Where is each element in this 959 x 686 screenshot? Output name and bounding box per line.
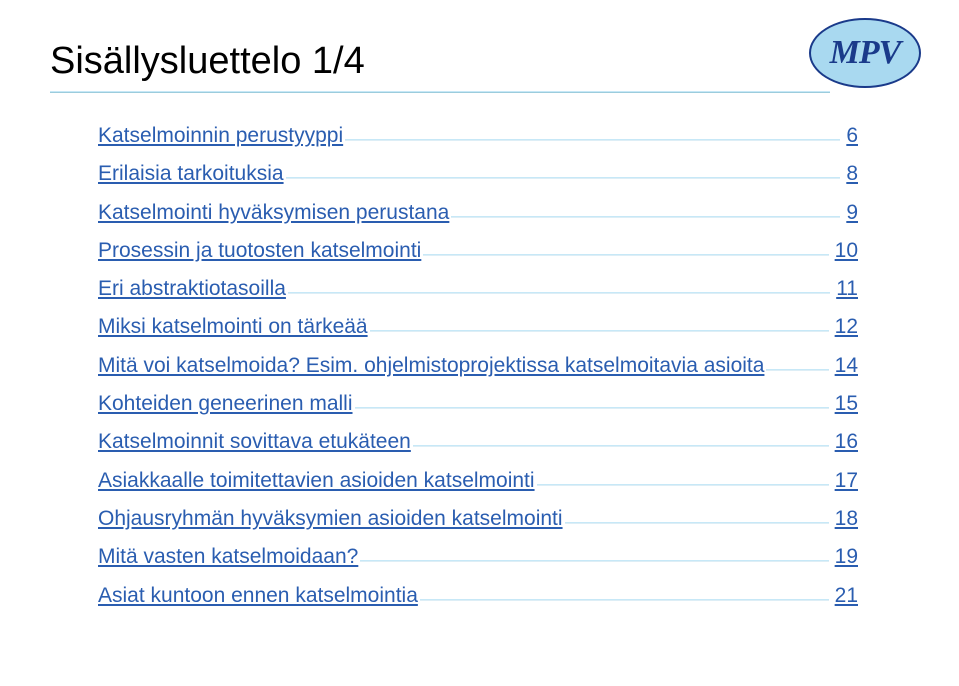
toc-row: Prosessin ja tuotosten katselmointi 10 [98,237,858,264]
toc-row: Mitä vasten katselmoidaan? 19 [98,543,858,570]
toc-leader [537,484,829,485]
toc-link[interactable]: Miksi katselmointi on tärkeää [98,313,368,340]
toc-leader [423,254,828,255]
toc-link[interactable]: Asiat kuntoon ennen katselmointia [98,582,418,609]
toc-row: Miksi katselmointi on tärkeää 12 [98,313,858,340]
toc-row: Katselmoinnit sovittava etukäteen 16 [98,428,858,455]
logo-text: MPV [809,18,921,88]
toc-link[interactable]: Katselmointi hyväksymisen perustana [98,199,449,226]
toc-row: Eri abstraktiotasoilla 11 [98,275,858,302]
toc-page-link[interactable]: 8 [842,160,858,187]
toc-leader [288,292,830,293]
toc-leader [345,139,840,140]
toc-page-link[interactable]: 15 [831,390,858,417]
toc-page-link[interactable]: 12 [831,313,858,340]
toc-link[interactable]: Mitä vasten katselmoidaan? [98,543,358,570]
toc-page-link[interactable]: 11 [832,275,858,302]
toc-page-link[interactable]: 9 [842,199,858,226]
toc-row: Mitä voi katselmoida? Esim. ohjelmistopr… [98,352,858,379]
toc-link[interactable]: Katselmoinnit sovittava etukäteen [98,428,411,455]
toc-row: Katselmoinnin perustyyppi 6 [98,122,858,149]
toc-row: Erilaisia tarkoituksia 8 [98,160,858,187]
toc-row: Kohteiden geneerinen malli 15 [98,390,858,417]
toc-leader [355,407,829,408]
toc-page-link[interactable]: 17 [831,467,858,494]
toc-link[interactable]: Kohteiden geneerinen malli [98,390,353,417]
toc-row: Ohjausryhmän hyväksymien asioiden katsel… [98,505,858,532]
toc-row: Asiakkaalle toimitettavien asioiden kats… [98,467,858,494]
table-of-contents: Katselmoinnin perustyyppi 6 Erilaisia ta… [98,122,858,609]
toc-leader [370,330,829,331]
toc-leader [420,599,829,600]
toc-link[interactable]: Asiakkaalle toimitettavien asioiden kats… [98,467,535,494]
toc-leader [766,369,828,370]
toc-page-link[interactable]: 19 [831,543,858,570]
toc-link[interactable]: Erilaisia tarkoituksia [98,160,284,187]
toc-row: Asiat kuntoon ennen katselmointia 21 [98,582,858,609]
toc-leader [413,445,829,446]
toc-leader [360,560,828,561]
toc-link[interactable]: Katselmoinnin perustyyppi [98,122,343,149]
toc-page-link[interactable]: 21 [831,582,858,609]
toc-link[interactable]: Eri abstraktiotasoilla [98,275,286,302]
toc-page-link[interactable]: 6 [842,122,858,149]
toc-page-link[interactable]: 10 [831,237,858,264]
toc-page-link[interactable]: 14 [831,352,858,379]
title-underline [50,89,830,92]
page-title: Sisällysluettelo 1/4 [50,40,909,83]
toc-leader [286,177,841,178]
toc-page-link[interactable]: 16 [831,428,858,455]
toc-link[interactable]: Ohjausryhmän hyväksymien asioiden katsel… [98,505,563,532]
toc-page-link[interactable]: 18 [831,505,858,532]
toc-link[interactable]: Mitä voi katselmoida? Esim. ohjelmistopr… [98,352,764,379]
toc-link[interactable]: Prosessin ja tuotosten katselmointi [98,237,421,264]
logo: MPV [809,18,921,88]
toc-leader [451,216,840,217]
toc-leader [565,522,829,523]
toc-row: Katselmointi hyväksymisen perustana 9 [98,199,858,226]
slide: MPV Sisällysluettelo 1/4 Katselmoinnin p… [0,0,959,686]
